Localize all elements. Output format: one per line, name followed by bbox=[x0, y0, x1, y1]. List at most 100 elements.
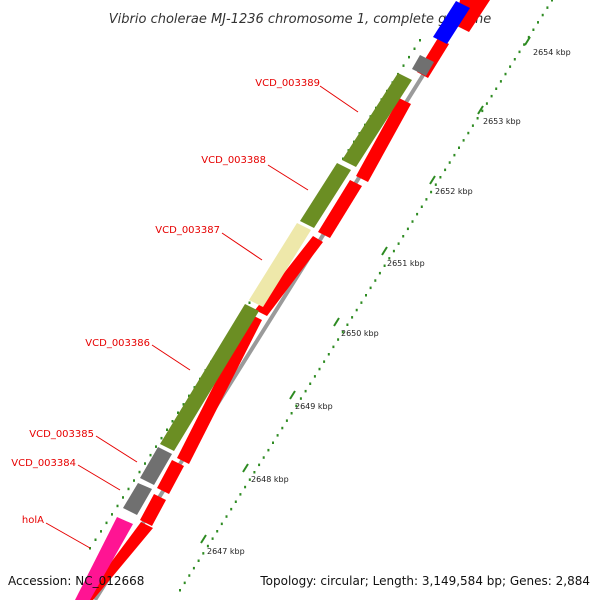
scale-dot bbox=[546, 6, 549, 9]
scale-dot bbox=[318, 367, 321, 371]
scale-dot bbox=[383, 264, 386, 267]
scale-dot bbox=[323, 360, 326, 363]
gene-arrow-red[interactable] bbox=[255, 236, 323, 316]
scale-dot bbox=[285, 419, 288, 422]
scale-dot bbox=[406, 227, 409, 231]
scale-dot bbox=[179, 589, 181, 592]
inner-dot bbox=[144, 462, 146, 465]
inner-dot bbox=[171, 420, 174, 423]
scale-dot bbox=[439, 176, 442, 179]
gene-arrow-red[interactable] bbox=[140, 494, 166, 526]
gene-holA[interactable] bbox=[75, 517, 133, 600]
scale-dot bbox=[532, 28, 535, 31]
scale-dot bbox=[332, 345, 335, 349]
map-title: Vibrio cholerae MJ-1236 chromosome 1, co… bbox=[109, 12, 491, 27]
inner-dot bbox=[408, 55, 410, 59]
scale-dot bbox=[513, 58, 516, 61]
gene-label[interactable]: VCD_003385 bbox=[29, 429, 94, 440]
scale-minor-dots bbox=[179, 0, 553, 592]
scale-dot bbox=[444, 168, 447, 172]
gene-arrow-red[interactable] bbox=[157, 460, 184, 494]
gene-label[interactable]: VCD_003384 bbox=[11, 458, 76, 469]
scale-dot bbox=[453, 153, 456, 157]
inner-dot bbox=[111, 513, 113, 516]
scale-dot bbox=[220, 522, 223, 526]
scale-dot bbox=[458, 146, 460, 149]
scale-dot bbox=[239, 493, 242, 496]
tick-label: 2653 kbp bbox=[483, 117, 521, 126]
inner-dot bbox=[419, 39, 421, 42]
gene-VCD-003385[interactable] bbox=[140, 447, 172, 485]
gene-gray-top[interactable] bbox=[412, 55, 434, 76]
scale-dot bbox=[365, 294, 367, 297]
gene-label[interactable]: VCD_003389 bbox=[255, 78, 320, 89]
gene-VCD-003389[interactable] bbox=[342, 73, 412, 167]
scale-dot bbox=[188, 574, 191, 577]
scale-dot bbox=[299, 397, 302, 400]
scale-dot bbox=[337, 338, 340, 341]
scale-dot bbox=[504, 72, 507, 76]
scale-dot bbox=[197, 559, 200, 562]
inner-dot bbox=[116, 504, 119, 508]
gene-VCD-003384[interactable] bbox=[123, 483, 152, 515]
scale-dot bbox=[327, 353, 330, 356]
scale-dot bbox=[276, 434, 279, 437]
gene-label[interactable]: VCD_003388 bbox=[201, 155, 266, 166]
scale-dot bbox=[448, 161, 451, 164]
scale-dot bbox=[346, 323, 349, 326]
tick-label: 2647 kbp bbox=[207, 547, 245, 556]
inner-dot bbox=[188, 394, 190, 398]
scale-dot bbox=[467, 131, 470, 135]
gene-label[interactable]: VCD_003387 bbox=[155, 225, 220, 236]
scale-dot bbox=[272, 441, 274, 444]
scale-dot bbox=[360, 301, 363, 304]
scale-dot bbox=[206, 544, 209, 548]
scale-dot bbox=[258, 463, 261, 467]
gene-label[interactable]: VCD_003386 bbox=[85, 338, 150, 349]
accession-text: Accession: NC_012668 bbox=[8, 574, 144, 588]
gene-labels: VCD_003389 VCD_003388 VCD_003387 VCD_003… bbox=[11, 78, 320, 526]
inner-dot bbox=[160, 436, 163, 440]
scale-dot bbox=[551, 0, 553, 2]
tick-label: 2650 kbp bbox=[341, 329, 379, 338]
inner-dot bbox=[177, 411, 179, 414]
gene-arrow-red[interactable] bbox=[318, 180, 362, 238]
scale-dot bbox=[355, 308, 358, 312]
gene-VCD-003387[interactable] bbox=[249, 223, 311, 307]
gene-blue-top[interactable] bbox=[433, 1, 470, 44]
scale-dot bbox=[523, 43, 526, 46]
scale-dot bbox=[225, 515, 228, 518]
gene-label[interactable]: holA bbox=[22, 515, 44, 526]
gene-arrow-red[interactable] bbox=[177, 314, 262, 464]
topology-summary: Topology: circular; Length: 3,149,584 bp… bbox=[259, 574, 590, 588]
scale-dot bbox=[476, 117, 479, 120]
inner-dot bbox=[133, 479, 135, 482]
gene-VCD-003388[interactable] bbox=[300, 163, 351, 228]
gene-arrow-red[interactable] bbox=[356, 98, 411, 182]
gene-label-leaders bbox=[45, 85, 359, 549]
scale-dot bbox=[499, 80, 502, 83]
scale-dot bbox=[248, 478, 251, 481]
scale-dot bbox=[425, 198, 428, 201]
gene-VCD-003386[interactable] bbox=[160, 304, 259, 451]
scale-dot bbox=[518, 50, 521, 54]
scale-dot bbox=[392, 249, 395, 253]
scale-dot bbox=[281, 426, 284, 430]
scale-dot bbox=[295, 404, 298, 408]
scale-dot bbox=[253, 471, 256, 474]
inner-dot bbox=[138, 470, 141, 474]
inner-dot bbox=[94, 538, 97, 541]
inner-dot bbox=[89, 547, 91, 550]
scale-dot bbox=[420, 205, 423, 208]
scale-dot bbox=[313, 375, 316, 378]
tick-label: 2648 kbp bbox=[251, 475, 289, 484]
scale-tick-labels: 2647 kbp 2648 kbp 2649 kbp 2650 kbp 2651… bbox=[207, 48, 571, 556]
scale-dot bbox=[388, 257, 391, 260]
tick-label: 2652 kbp bbox=[435, 187, 473, 196]
scale-dot bbox=[230, 507, 233, 511]
scale-dot bbox=[267, 448, 270, 452]
scale-dot bbox=[374, 279, 377, 282]
scale-dot bbox=[495, 87, 498, 90]
scale-dot bbox=[378, 271, 381, 275]
tick-label: 2651 kbp bbox=[387, 259, 425, 268]
